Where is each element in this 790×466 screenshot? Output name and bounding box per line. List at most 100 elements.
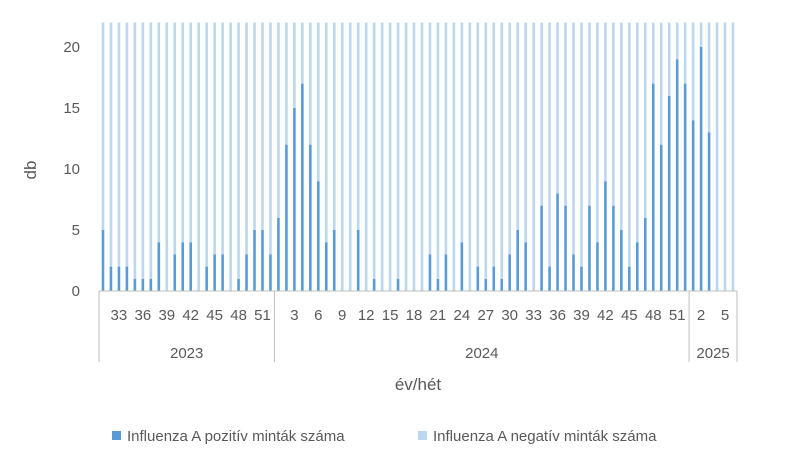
bar-positive-41	[428, 254, 432, 291]
x-tick-label-8: 6	[314, 307, 322, 324]
bar-positive-72	[675, 59, 679, 292]
bar-negative-21	[269, 22, 272, 255]
bar-negative-14	[213, 22, 216, 255]
bar-positive-20	[261, 230, 264, 291]
bar-negative-55	[540, 22, 543, 206]
bar-positive-18	[245, 254, 248, 291]
bar-negative-27	[317, 22, 320, 182]
bar-positive-32	[356, 230, 360, 291]
bar-negative-64	[612, 22, 615, 206]
bar-negative-7	[157, 22, 161, 243]
bar-positive-58	[564, 205, 567, 291]
x-tick-label-5: 48	[230, 307, 247, 324]
bar-negative-28	[324, 22, 328, 243]
y-axis-ticks: 0 5 10 15 20	[63, 39, 80, 300]
bar-negative-66	[628, 22, 631, 267]
bar-positive-67	[636, 242, 639, 291]
bar-positive-22	[277, 217, 280, 291]
x-tick-label-4: 45	[206, 307, 223, 324]
bar-negative-62	[596, 22, 599, 243]
bar-negative-20	[261, 22, 264, 230]
bar-positive-21	[269, 254, 272, 291]
legend-swatch-negative	[418, 431, 427, 440]
bar-negative-17	[237, 22, 240, 279]
bar-positive-9	[173, 254, 177, 291]
x-axis-title: év/hét	[395, 375, 442, 394]
bar-negative-12	[197, 22, 200, 291]
bar-positive-7	[157, 242, 161, 291]
bar-positive-28	[324, 242, 328, 291]
bar-negative-70	[659, 22, 663, 145]
bar-positive-34	[372, 278, 376, 291]
bar-negative-18	[245, 22, 248, 255]
bar-negative-33	[364, 22, 368, 291]
bar-negative-13	[205, 22, 208, 267]
x-tick-label-10: 12	[358, 307, 375, 324]
bar-negative-61	[588, 22, 591, 206]
bar-negative-40	[420, 22, 424, 291]
legend-label-negative: Influenza A negatív minták száma	[433, 428, 657, 445]
bar-positive-0	[101, 230, 105, 291]
x-tick-label-16: 30	[501, 307, 518, 324]
bar-negative-43	[444, 22, 448, 255]
bar-positive-53	[524, 242, 527, 291]
bar-negative-76	[707, 22, 711, 133]
bar-positive-52	[516, 230, 519, 291]
bar-negative-45	[460, 22, 464, 243]
bar-negative-5	[141, 22, 145, 279]
bar-negative-34	[372, 22, 376, 279]
bar-positive-13	[205, 266, 208, 291]
bar-negative-59	[572, 22, 575, 255]
bar-positive-45	[460, 242, 464, 291]
bar-negative-44	[452, 22, 456, 291]
x-tick-label-24: 2	[697, 307, 705, 324]
bar-negative-9	[173, 22, 177, 255]
bar-positive-47	[476, 266, 480, 291]
x-year-label-0: 2023	[170, 345, 203, 362]
bar-positive-23	[285, 144, 288, 291]
bar-negative-53	[524, 22, 527, 243]
bar-positive-25	[301, 83, 304, 291]
bar-positive-75	[699, 47, 703, 291]
bar-positive-19	[253, 230, 256, 291]
bar-negative-4	[133, 22, 137, 279]
bar-negative-26	[309, 22, 312, 145]
bar-negative-48	[484, 22, 488, 279]
bar-positive-5	[141, 278, 145, 291]
bar-negative-78	[723, 22, 727, 291]
x-tick-label-11: 15	[382, 307, 399, 324]
bar-negative-52	[516, 22, 519, 230]
bar-positive-74	[691, 120, 695, 291]
bar-negative-67	[636, 22, 639, 243]
bar-negative-1	[109, 22, 113, 267]
bar-positive-3	[125, 266, 129, 291]
x-tick-label-1: 36	[135, 307, 152, 324]
bar-positive-15	[221, 254, 224, 291]
bar-negative-47	[476, 22, 480, 267]
x-tick-label-9: 9	[338, 307, 346, 324]
bar-positive-57	[556, 193, 559, 291]
x-tick-label-14: 24	[454, 307, 471, 324]
bar-negative-73	[683, 22, 687, 84]
x-tick-label-7: 3	[290, 307, 298, 324]
bar-positive-73	[683, 83, 687, 291]
bar-positive-69	[651, 83, 655, 291]
bar-positive-49	[492, 266, 496, 291]
bar-positive-2	[117, 266, 121, 291]
bar-positive-24	[293, 108, 296, 291]
bar-positive-64	[612, 205, 615, 291]
bar-negative-63	[604, 22, 607, 182]
x-tick-label-6: 51	[254, 307, 271, 324]
x-tick-label-0: 33	[111, 307, 128, 324]
bar-negative-10	[181, 22, 185, 243]
bar-negative-30	[340, 22, 344, 291]
bar-negative-57	[556, 22, 559, 194]
bar-positive-1	[109, 266, 113, 291]
bar-positive-11	[189, 242, 193, 291]
legend-swatch-positive	[112, 431, 121, 440]
bar-negative-6	[149, 22, 153, 279]
bar-positive-61	[588, 205, 591, 291]
bar-negative-74	[691, 22, 695, 121]
y-tick-label-0: 0	[72, 283, 80, 300]
bar-negative-71	[667, 22, 671, 96]
